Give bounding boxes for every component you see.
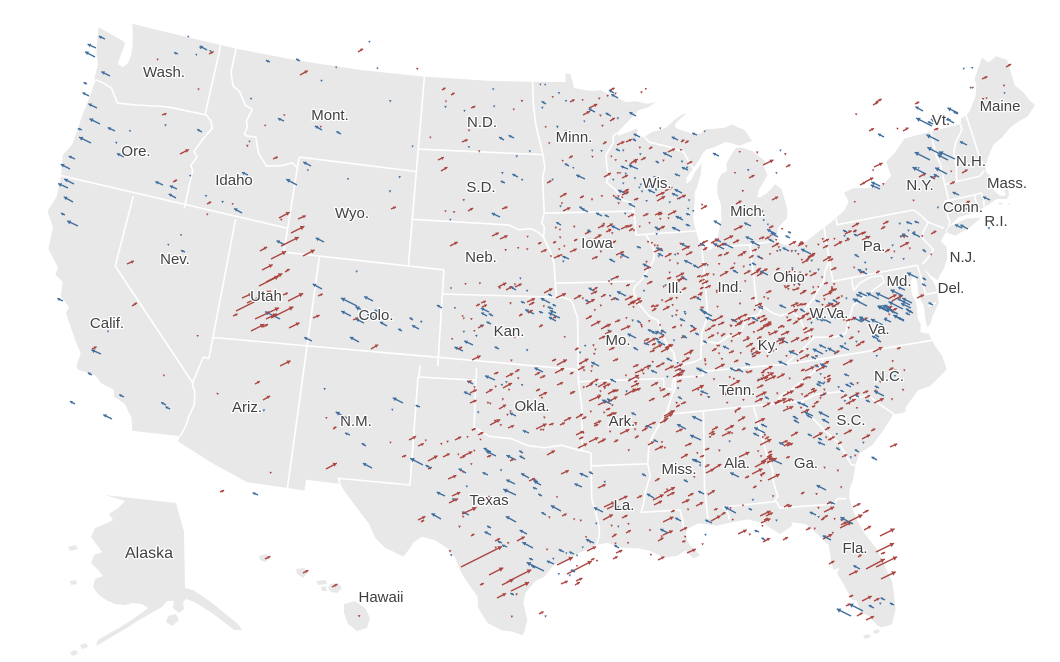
svg-text:N.D.: N.D. xyxy=(467,114,497,131)
svg-text:Ala.: Ala. xyxy=(724,455,750,472)
svg-text:Ind.: Ind. xyxy=(717,279,742,296)
svg-text:Idaho: Idaho xyxy=(215,172,253,189)
svg-text:Ore.: Ore. xyxy=(121,143,150,160)
svg-text:N.J.: N.J. xyxy=(950,249,977,266)
svg-text:Hawaii: Hawaii xyxy=(358,589,403,606)
svg-text:Wis.: Wis. xyxy=(642,175,671,192)
svg-text:Ga.: Ga. xyxy=(794,455,818,472)
svg-text:Colo.: Colo. xyxy=(358,307,393,324)
svg-text:Alaska: Alaska xyxy=(125,545,173,562)
svg-text:Texas: Texas xyxy=(469,492,508,509)
svg-text:N.C.: N.C. xyxy=(874,368,904,385)
svg-text:Okla.: Okla. xyxy=(514,398,549,415)
svg-text:Wash.: Wash. xyxy=(143,64,185,81)
svg-text:Va.: Va. xyxy=(868,321,889,338)
svg-text:Mass.: Mass. xyxy=(987,175,1027,192)
svg-text:Minn.: Minn. xyxy=(556,129,593,146)
svg-text:Kan.: Kan. xyxy=(494,323,525,340)
svg-text:Calif.: Calif. xyxy=(90,315,124,332)
svg-text:S.D.: S.D. xyxy=(466,179,495,196)
svg-text:N.H.: N.H. xyxy=(956,153,986,170)
svg-text:Miss.: Miss. xyxy=(662,461,697,478)
svg-text:Ill.: Ill. xyxy=(668,280,683,297)
svg-text:Neb.: Neb. xyxy=(465,249,497,266)
svg-text:Ohio: Ohio xyxy=(773,269,805,286)
svg-text:N.M.: N.M. xyxy=(340,413,372,430)
svg-text:Mich.: Mich. xyxy=(730,203,766,220)
svg-text:Conn.: Conn. xyxy=(943,199,983,216)
svg-text:Md.: Md. xyxy=(886,273,911,290)
svg-text:Pa.: Pa. xyxy=(863,238,886,255)
svg-text:Tenn.: Tenn. xyxy=(719,382,756,399)
svg-text:Utah: Utah xyxy=(250,288,282,305)
svg-text:Iowa: Iowa xyxy=(581,235,613,252)
svg-text:Del.: Del. xyxy=(938,280,965,297)
svg-text:Fla.: Fla. xyxy=(842,540,867,557)
svg-text:Nev.: Nev. xyxy=(160,251,190,268)
svg-text:La.: La. xyxy=(614,497,635,514)
svg-text:Maine: Maine xyxy=(980,98,1021,115)
svg-text:Vt.: Vt. xyxy=(932,112,950,129)
svg-text:N.Y.: N.Y. xyxy=(906,177,933,194)
svg-text:Mont.: Mont. xyxy=(311,107,349,124)
svg-text:Ark.: Ark. xyxy=(609,413,636,430)
svg-text:W.Va.: W.Va. xyxy=(810,305,849,322)
svg-text:Ariz.: Ariz. xyxy=(232,399,262,416)
svg-text:Ky.: Ky. xyxy=(758,337,779,354)
svg-text:S.C.: S.C. xyxy=(836,412,865,429)
svg-text:Wyo.: Wyo. xyxy=(335,205,369,222)
svg-text:R.I.: R.I. xyxy=(984,213,1007,230)
svg-text:Mo.: Mo. xyxy=(605,332,630,349)
